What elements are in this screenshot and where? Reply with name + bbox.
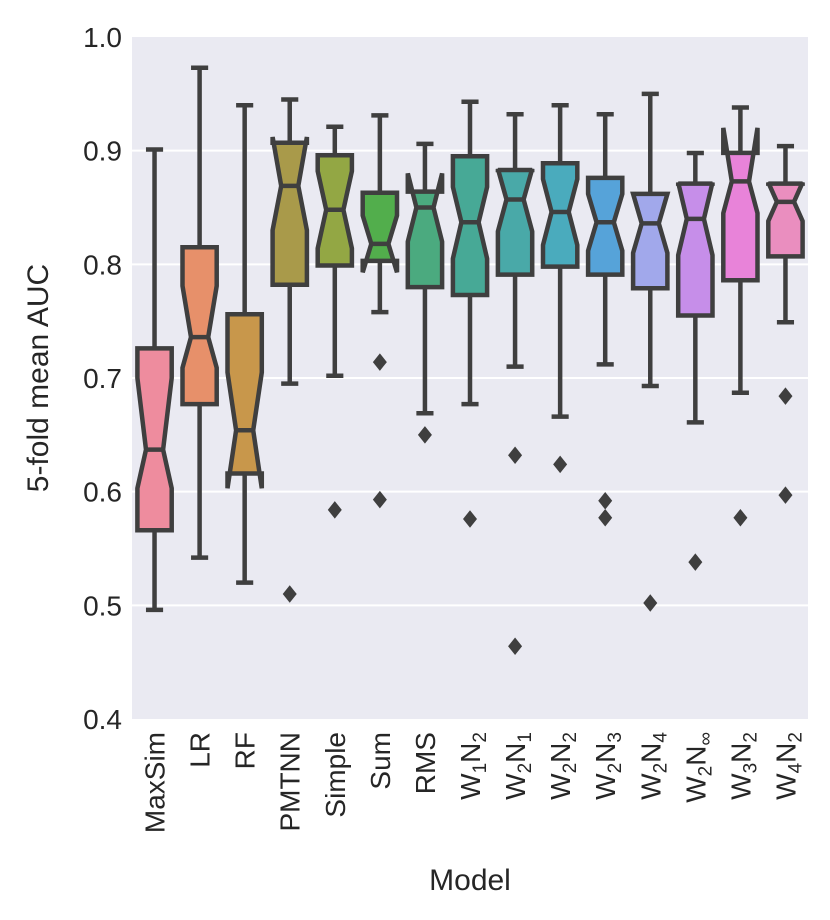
box-8	[450, 99, 490, 528]
y-tick-label: 0.5	[83, 590, 122, 621]
outlier-point	[598, 492, 613, 510]
box-body	[721, 127, 760, 283]
y-tick-label: 0.7	[83, 363, 122, 394]
box-6	[360, 113, 400, 509]
box-2	[180, 65, 219, 560]
outlier-point	[508, 446, 523, 465]
outlier-point	[733, 509, 748, 527]
box-body	[766, 181, 805, 259]
x-tick-label: LR	[185, 732, 216, 768]
box-14	[721, 105, 760, 527]
box-3	[225, 102, 265, 585]
box-9	[495, 112, 535, 656]
box-12	[630, 91, 671, 612]
outlier-point	[417, 426, 432, 444]
x-tick-label: W2N4	[635, 732, 671, 800]
box-5	[315, 124, 355, 519]
outlier-point	[463, 510, 477, 528]
y-axis-label: 5-fold mean AUC	[22, 264, 55, 492]
x-tick-label: W2N∞	[680, 732, 716, 803]
box-10	[540, 102, 580, 474]
box-body	[630, 191, 671, 291]
x-tick-label: W3N2	[725, 732, 761, 800]
x-tick-label: W2N2	[545, 732, 581, 800]
box-11	[585, 112, 625, 527]
x-tick-label: RF	[230, 732, 261, 769]
box-body	[360, 190, 400, 273]
x-tick-label: PMTNN	[275, 732, 306, 832]
outlier-point	[508, 637, 523, 656]
box-15	[766, 143, 805, 504]
boxes-layer	[135, 65, 805, 656]
y-tick-label: 0.9	[83, 136, 122, 167]
outlier-point	[778, 387, 793, 405]
box-body	[135, 346, 174, 533]
outlier-point	[598, 509, 613, 527]
outlier-point	[643, 594, 658, 612]
box-body	[585, 175, 625, 277]
x-tick-label: W2N1	[500, 732, 536, 800]
box-body	[675, 181, 715, 318]
box-7	[405, 141, 445, 444]
x-tick-label: Sum	[365, 732, 396, 790]
box-body	[405, 172, 445, 290]
x-tick-labels: MaxSim LR RF PMTNN Simple Sum RMS W1N2W2N1W2N2W…	[140, 732, 807, 834]
box-4	[270, 97, 310, 603]
y-tick-label: 0.6	[83, 477, 122, 508]
outlier-point	[282, 585, 297, 603]
y-tick-label: 0.8	[83, 249, 122, 280]
y-tick-label: 0.4	[83, 704, 122, 735]
outlier-point	[372, 490, 387, 509]
outlier-point	[778, 486, 793, 504]
x-tick-label: W2N3	[590, 732, 626, 800]
box-body	[450, 154, 490, 298]
box-body	[225, 312, 265, 489]
outlier-point	[688, 553, 703, 571]
box-body	[495, 167, 535, 277]
box-body	[540, 160, 580, 269]
y-tick-label: 1.0	[83, 22, 122, 53]
outlier-point	[327, 501, 342, 519]
outlier-point	[553, 455, 568, 474]
y-tick-labels: 0.4 0.5 0.6 0.7 0.8 0.9 1.0	[83, 22, 122, 735]
x-tick-label: RMS	[410, 732, 441, 794]
box-body	[270, 136, 310, 288]
box-13	[675, 150, 715, 571]
x-tick-label: Simple	[320, 732, 351, 818]
box-body	[180, 245, 219, 407]
x-axis-label: Model	[429, 864, 511, 897]
x-tick-label: W1N2	[455, 732, 491, 800]
x-tick-label: MaxSim	[140, 732, 171, 833]
box-1	[135, 147, 174, 613]
outlier-point	[372, 353, 387, 371]
x-tick-label: W4N2	[771, 732, 807, 800]
